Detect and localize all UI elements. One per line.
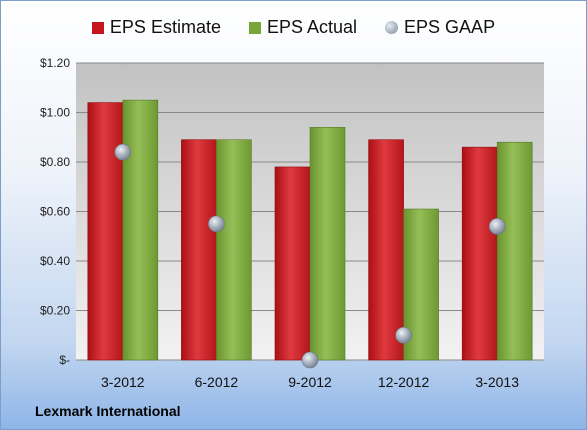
eps-gaap-marker <box>488 218 506 235</box>
legend-swatch-eps-gaap <box>385 21 399 34</box>
eps-estimate-bar <box>181 139 217 361</box>
x-tick-label: 3-2013 <box>475 374 519 390</box>
y-tick-label: $0.80 <box>40 155 70 169</box>
eps-actual-bar <box>496 141 533 361</box>
x-tick-label: 9-2012 <box>288 374 332 390</box>
eps-estimate-bar <box>274 166 311 361</box>
y-tick-label: $0.20 <box>40 304 70 318</box>
legend-item-eps-actual: EPS Actual <box>248 17 358 38</box>
y-tick-label: $0.60 <box>40 205 70 219</box>
x-tick-label: 12-2012 <box>378 374 430 390</box>
legend-item-eps-gaap: EPS GAAP <box>385 17 495 38</box>
eps-gaap-marker <box>208 215 225 233</box>
y-tick-label: $0.40 <box>40 254 70 268</box>
x-tick-label: 6-2012 <box>195 374 239 390</box>
company-name: Lexmark International <box>35 403 181 419</box>
legend-label-eps-estimate: EPS Estimate <box>109 17 221 37</box>
eps-actual-bar <box>309 127 346 361</box>
legend-label-eps-actual: EPS Actual <box>266 17 358 37</box>
eps-estimate-bar <box>87 102 124 361</box>
eps-actual-bar <box>216 139 252 361</box>
legend-label-eps-gaap: EPS GAAP <box>404 17 496 37</box>
eps-estimate-bar <box>368 139 404 361</box>
legend: EPS Estimate EPS Actual EPS GAAP <box>1 17 586 38</box>
y-tick-label: $1.00 <box>40 106 70 120</box>
legend-swatch-eps-estimate <box>91 21 104 34</box>
x-tick-label: 3-2012 <box>101 374 145 390</box>
y-tick-label: $1.20 <box>40 56 70 70</box>
eps-gaap-marker <box>301 351 319 369</box>
eps-estimate-bar <box>461 146 498 361</box>
legend-item-eps-estimate: EPS Estimate <box>91 17 221 38</box>
eps-gaap-marker <box>395 326 412 344</box>
eps-actual-bar <box>122 99 159 361</box>
y-tick-label: $- <box>59 353 70 367</box>
legend-swatch-eps-actual <box>248 21 261 34</box>
eps-gaap-marker <box>114 143 132 161</box>
